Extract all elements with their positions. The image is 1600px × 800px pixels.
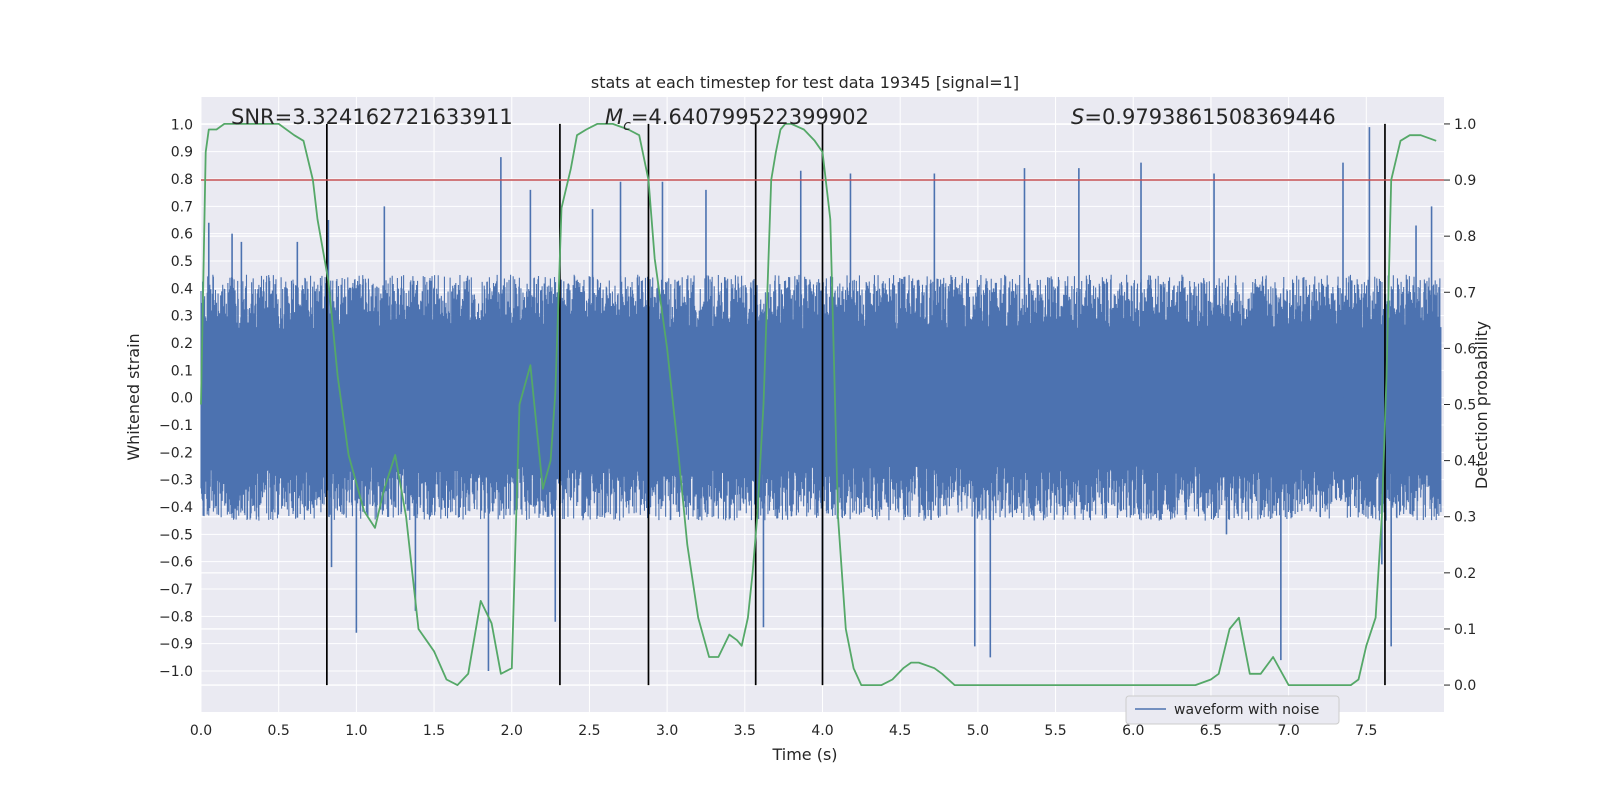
y2-axis-label: Detection probability	[1472, 321, 1491, 489]
y2-tick-label: 0.6	[1454, 341, 1476, 357]
x-tick-label: 7.5	[1355, 723, 1377, 739]
y-axis-label: Whitened strain	[124, 333, 143, 460]
x-tick-label: 4.0	[811, 723, 833, 739]
score-value: =0.9793861508369446	[1084, 105, 1335, 129]
y-tick-label: 0.4	[171, 281, 193, 297]
x-tick-label: 6.5	[1200, 723, 1222, 739]
detection-probability-line	[200, 123, 1437, 686]
y-tick-label: 0.8	[171, 172, 193, 188]
score-annotation: S=0.9793861508369446	[1071, 105, 1336, 129]
x-tick-label: 5.0	[967, 723, 989, 739]
y-tick-label: 1.0	[171, 117, 193, 133]
x-tick-label: 7.0	[1277, 723, 1299, 739]
x-tick-label: 4.5	[889, 723, 911, 739]
waveform-series	[200, 127, 1442, 671]
y2-tick-label: 1.0	[1454, 117, 1476, 133]
y-tick-label: −0.8	[159, 609, 193, 625]
y2-tick-label: 0.5	[1454, 398, 1476, 414]
y-tick-label: 0.3	[171, 309, 193, 325]
y-tick-label: −0.1	[159, 418, 193, 434]
y-tick-label: 0.7	[171, 199, 193, 215]
chirp-mass-value: =4.640799522399902	[631, 105, 869, 129]
x-tick-label: 1.0	[345, 723, 367, 739]
chirp-mass-subscript: c	[623, 118, 631, 134]
chirp-mass-annotation: Mc=4.640799522399902	[605, 105, 869, 134]
x-tick-label: 2.0	[501, 723, 523, 739]
detection-probability-series	[200, 123, 1437, 686]
y-tick-label: 0.2	[171, 336, 193, 352]
y-tick-label: −0.7	[159, 582, 193, 598]
score-symbol: S	[1071, 105, 1084, 129]
y-tick-label: −0.3	[159, 473, 193, 489]
x-tick-label: 5.5	[1044, 723, 1066, 739]
x-tick-labels: 0.0 0.5 1.0 1.5 2.0 2.5 3.0 3.5 4.0 4.5 5.0 5.5 6.0 6…	[190, 723, 1378, 739]
x-tick-label: 0.5	[268, 723, 290, 739]
y2-tick-label: 0.0	[1454, 678, 1476, 694]
y-tick-labels: 1.0 0.9 0.8 0.7 0.6 0.5 0.4 0.3 0.2 0.1 0.0 −0.1 −0.…	[159, 117, 193, 680]
y-tick-label: 0.5	[171, 254, 193, 270]
x-tick-label: 3.5	[734, 723, 756, 739]
y2-tick-label: 0.8	[1454, 229, 1476, 245]
x-tick-label: 0.0	[190, 723, 212, 739]
chart-title: stats at each timestep for test data 193…	[591, 73, 1019, 92]
y2-tick-labels: 1.0 0.9 0.8 0.7 0.6 0.5 0.4 0.3 0.2 0.1 0.0	[1444, 117, 1476, 694]
y2-tick-label: 0.1	[1454, 622, 1476, 638]
y-tick-label: −0.4	[159, 500, 193, 516]
legend: waveform with noise	[1125, 695, 1340, 725]
y-tick-label: −0.9	[159, 637, 193, 653]
y2-tick-label: 0.2	[1454, 566, 1476, 582]
snr-annotation: SNR=3.324162721633911	[231, 105, 513, 129]
y-tick-label: −0.2	[159, 445, 193, 461]
chirp-mass-symbol: M	[605, 105, 623, 129]
legend-label: waveform with noise	[1174, 702, 1319, 718]
x-tick-label: 2.5	[578, 723, 600, 739]
y-tick-label: −1.0	[159, 664, 193, 680]
x-tick-label: 3.0	[656, 723, 678, 739]
y-tick-label: 0.6	[171, 227, 193, 243]
y2-tick-label: 0.4	[1454, 454, 1476, 470]
x-tick-label: 6.0	[1122, 723, 1144, 739]
x-tick-label: 1.5	[423, 723, 445, 739]
y-tick-label: −0.5	[159, 527, 193, 543]
waveform-noise-band	[200, 274, 1442, 521]
legend-box	[1125, 695, 1340, 725]
y2-tick-label: 0.7	[1454, 285, 1476, 301]
x-axis-label: Time (s)	[771, 745, 837, 764]
y2-tick-label: 0.3	[1454, 510, 1476, 526]
y-tick-label: −0.6	[159, 555, 193, 571]
y-tick-label: 0.1	[171, 363, 193, 379]
y-tick-label: 0.9	[171, 145, 193, 161]
y2-tick-label: 0.9	[1454, 173, 1476, 189]
y-tick-label: 0.0	[171, 391, 193, 407]
